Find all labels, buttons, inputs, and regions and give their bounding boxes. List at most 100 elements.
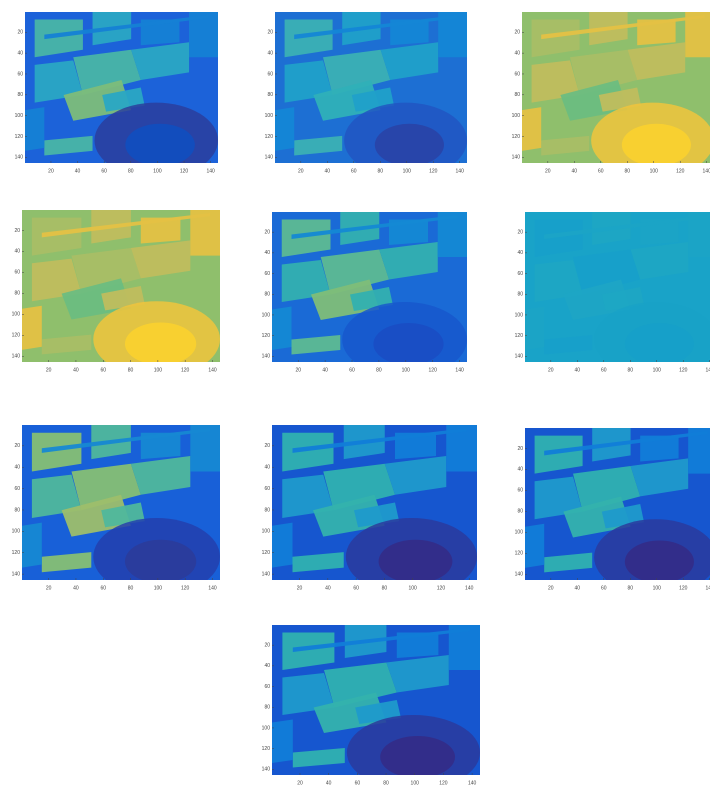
y-tick-label: 80 [14,291,20,297]
x-tick-label: 100 [154,585,163,591]
y-tick-label: 20 [517,230,523,236]
x-tick-label: 40 [325,585,331,591]
x-tick-label: 20 [548,367,554,373]
x-tick-label: 60 [349,367,355,373]
y-tick-label: 100 [12,529,21,535]
y-tick-label: 100 [265,113,274,119]
y-tick-label: 20 [14,228,20,234]
x-tick-label: 40 [325,168,331,174]
x-tick-label: 140 [465,585,474,591]
x-tick-label: 140 [456,168,465,174]
figure: 20 40 60 80 100 120 140 20 40 60 80 100 120 140 20 40 60… [0,0,710,796]
y-tick-label: 60 [264,271,270,277]
x-tick-label: 100 [653,585,662,591]
y-tick-label: 140 [262,354,271,360]
heatmap-image [272,625,480,790]
y-tick-label: 140 [265,155,274,161]
x-tick-label: 120 [429,168,438,174]
y-tick-label: 100 [262,725,271,731]
heatmap-image [272,425,477,596]
y-tick-label: 60 [267,71,273,77]
y-tick-label: 60 [517,488,523,494]
x-tick-label: 60 [355,780,361,786]
y-tick-label: 120 [262,550,271,556]
y-tick-label: 140 [12,354,21,360]
y-tick-label: 40 [517,250,523,256]
y-tick-label: 80 [517,292,523,298]
x-tick-label: 80 [627,367,633,373]
y-tick-label: 20 [17,30,23,36]
y-tick-label: 40 [17,50,23,56]
x-tick-label: 100 [403,168,412,174]
y-tick-label: 100 [262,312,271,318]
y-tick-label: 100 [512,113,521,119]
y-tick-label: 120 [512,134,521,140]
x-tick-label: 120 [180,168,189,174]
x-tick-label: 140 [703,168,710,174]
y-tick-label: 80 [264,507,270,513]
x-tick-label: 120 [181,367,190,373]
x-tick-label: 60 [100,367,106,373]
x-tick-label: 140 [706,367,710,373]
x-tick-label: 40 [73,585,79,591]
x-tick-label: 100 [153,168,162,174]
x-tick-label: 40 [575,367,581,373]
x-tick-label: 100 [402,367,411,373]
y-tick-label: 80 [14,507,20,513]
y-tick-label: 140 [12,571,21,577]
y-tick-label: 120 [12,550,21,556]
y-tick-label: 100 [262,529,271,535]
y-tick-label: 80 [514,92,520,98]
x-tick-label: 40 [326,780,332,786]
x-tick-label: 20 [298,168,304,174]
y-tick-label: 140 [262,767,271,773]
heatmap-image [22,425,220,596]
x-tick-label: 120 [437,585,446,591]
x-tick-label: 140 [455,367,464,373]
x-tick-label: 60 [601,585,607,591]
y-tick-label: 40 [517,467,523,473]
x-tick-label: 20 [545,168,551,174]
x-tick-label: 80 [128,168,134,174]
y-tick-label: 120 [515,551,524,557]
x-tick-label: 140 [706,585,710,591]
y-tick-label: 40 [264,250,270,256]
y-tick-label: 40 [14,249,20,255]
y-tick-label: 20 [14,443,20,449]
y-tick-label: 20 [267,30,273,36]
y-tick-label: 60 [14,486,20,492]
heatmap-image [522,12,710,178]
x-tick-label: 20 [297,780,303,786]
x-tick-label: 60 [351,168,357,174]
x-tick-label: 120 [679,585,688,591]
y-tick-label: 120 [515,333,524,339]
x-tick-label: 20 [46,585,52,591]
y-tick-label: 120 [262,333,271,339]
x-tick-label: 80 [627,585,633,591]
y-tick-label: 60 [17,71,23,77]
x-tick-label: 80 [382,585,388,591]
heatmap-image [525,212,710,377]
heatmap-image [275,12,467,178]
y-tick-label: 100 [515,312,524,318]
y-tick-label: 140 [515,354,524,360]
y-tick-label: 120 [265,134,274,140]
y-tick-label: 140 [515,572,524,578]
x-tick-label: 80 [376,367,382,373]
x-tick-label: 140 [208,585,217,591]
y-tick-label: 60 [264,486,270,492]
x-tick-label: 20 [297,585,303,591]
x-tick-label: 80 [128,367,134,373]
y-tick-label: 60 [517,271,523,277]
x-tick-label: 20 [48,168,54,174]
y-tick-label: 80 [264,292,270,298]
x-tick-label: 100 [409,585,418,591]
x-tick-label: 20 [548,585,554,591]
